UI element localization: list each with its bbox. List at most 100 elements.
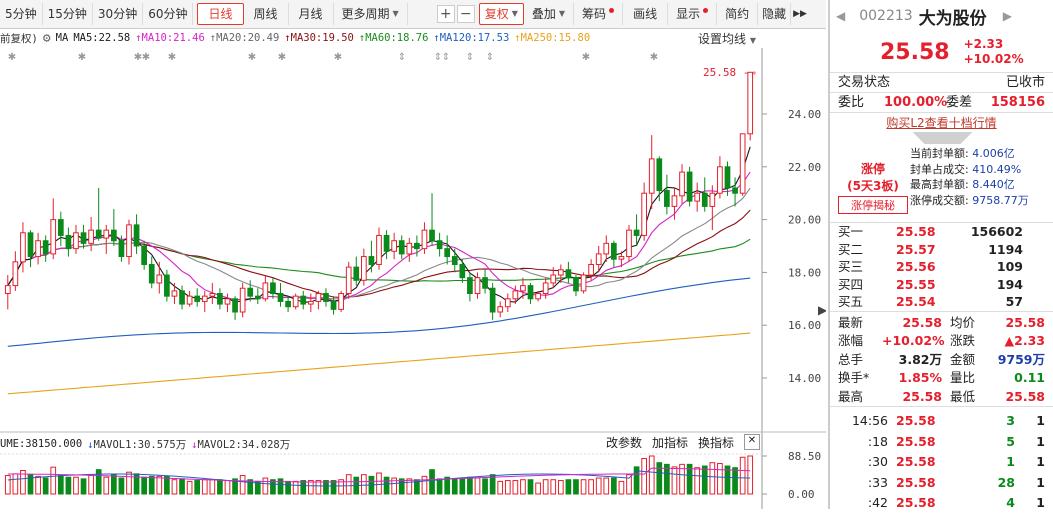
- next-stock-arrow-icon[interactable]: ▶: [1002, 9, 1012, 23]
- candle-body: [103, 229, 110, 239]
- last-price-label: 25.58 -⇾: [703, 66, 756, 79]
- volume-bar: [232, 478, 238, 495]
- bid-row[interactable]: 买二 25.57 1194: [830, 241, 1053, 259]
- volume-bar: [12, 473, 19, 495]
- zoom-in-button[interactable]: +: [436, 5, 455, 23]
- candle-body: [701, 192, 708, 207]
- jianyue-button[interactable]: 简约: [717, 3, 759, 25]
- volume-bar: [239, 475, 246, 495]
- volume-legend-bar: UME:38150.000 ↓MAVOL1:30.575万 ↓MAVOL2:34…: [0, 434, 770, 454]
- gear-icon[interactable]: ⚙: [42, 30, 51, 46]
- xianshi-dropdown[interactable]: 显示: [668, 3, 718, 25]
- expand-panel-arrow-icon[interactable]: ▶: [818, 303, 828, 317]
- volume-bar: [451, 478, 458, 495]
- stat-value-2: ▲2.33: [1004, 333, 1045, 348]
- chouma-button[interactable]: 筹码: [574, 3, 624, 25]
- bid-row[interactable]: 买一 25.58 156602: [830, 223, 1053, 241]
- period-more-dropdown[interactable]: 更多周期 ▼: [334, 3, 408, 25]
- candle-body: [179, 290, 185, 305]
- candle-body: [338, 293, 344, 310]
- candle-body: [436, 240, 443, 250]
- candle-body: [270, 282, 276, 295]
- candle-body: [429, 229, 435, 242]
- candle-body: [12, 261, 19, 287]
- volume-bar: [429, 469, 435, 495]
- event-marker: ✱: [248, 52, 256, 63]
- ma120-value: ↑MA120:17.53: [433, 32, 510, 44]
- limit-up-reveal-button[interactable]: 涨停揭秘: [838, 196, 908, 214]
- volume-bar: [141, 476, 147, 495]
- switch-indicator-button[interactable]: 换指标: [697, 436, 734, 450]
- event-marker: ⇕: [442, 52, 450, 63]
- period-monthly[interactable]: 月线: [289, 3, 334, 25]
- bid-volume: 156602: [970, 224, 1023, 239]
- period-15min[interactable]: 15分钟: [43, 3, 93, 25]
- quote-panel: ◀ 002213 大为股份 ▶ 25.58 +2.33 +10.02% 交易状态…: [828, 0, 1053, 510]
- close-icon[interactable]: ✕: [744, 434, 760, 450]
- bid-row[interactable]: 买四 25.55 194: [830, 276, 1053, 294]
- kline-svg[interactable]: ✱ ✱ ✱ ✱ ✱ ✱ ✱ ✱ ⇕ ⇕ ⇕ ⇕ ⇕ ✱ ✱24.0022.0020.0018.0016.00…: [0, 48, 828, 509]
- ma120-line: [7, 277, 751, 347]
- bid-row[interactable]: 买五 25.54 57: [830, 293, 1053, 311]
- y-tick-label: 14.00: [788, 372, 821, 385]
- stat-value-2: 9759万: [997, 351, 1045, 367]
- volume-bar: [391, 477, 398, 495]
- candle-body: [376, 234, 382, 265]
- candle-body: [626, 229, 632, 258]
- buy-l2-link[interactable]: 购买L2查看十档行情: [886, 116, 997, 130]
- kline-chart[interactable]: ✱ ✱ ✱ ✱ ✱ ✱ ✱ ✱ ⇕ ⇕ ⇕ ⇕ ⇕ ✱ ✱ 24.00 22.00 20.00 18.00 16.00…: [0, 48, 828, 509]
- candle-body: [497, 306, 504, 313]
- y-tick-label: 18.00: [788, 266, 821, 279]
- period-weekly[interactable]: 周线: [244, 3, 289, 25]
- bid-label: 买四: [838, 276, 864, 292]
- bid-label: 买三: [838, 259, 864, 274]
- volume-bar: [717, 463, 723, 495]
- diejia-dropdown[interactable]: 叠加 ▼: [524, 3, 575, 25]
- volume-bar: [489, 474, 496, 495]
- event-marker: ⇕: [434, 52, 442, 63]
- tick-count: 1: [1036, 413, 1045, 428]
- candle-body: [467, 277, 473, 295]
- collapse-tab-icon[interactable]: [912, 132, 973, 144]
- volume-bar: [459, 478, 466, 495]
- add-indicator-button[interactable]: 加指标: [651, 436, 688, 450]
- volume-bar: [406, 478, 413, 495]
- volume-bar: [648, 455, 655, 495]
- candle-body: [247, 287, 254, 297]
- period-5min[interactable]: 5分钟: [0, 3, 43, 25]
- prev-stock-arrow-icon[interactable]: ◀: [836, 9, 846, 23]
- volume-bar: [270, 479, 276, 495]
- more-arrow-icon[interactable]: ▶▶: [793, 9, 807, 19]
- candle-body: [383, 234, 390, 252]
- ma-settings-dropdown[interactable]: 设置均线 ▼: [698, 30, 756, 47]
- candle-body: [194, 295, 201, 302]
- volume-tools: 改参数 加指标 换指标 ✕: [606, 434, 760, 451]
- candle-body: [353, 266, 360, 281]
- period-more-label: 更多周期: [341, 7, 390, 21]
- period-60min[interactable]: 60分钟: [143, 3, 194, 25]
- zoom-out-button[interactable]: −: [456, 5, 475, 23]
- change-params-button[interactable]: 改参数: [605, 436, 642, 450]
- stat-value-1: 25.58: [902, 388, 942, 404]
- volume-bar: [504, 480, 511, 495]
- candle-body: [88, 229, 94, 244]
- period-30min[interactable]: 30分钟: [93, 3, 144, 25]
- event-marker: ✱: [278, 52, 286, 63]
- volume-bar: [338, 479, 344, 495]
- huaxian-button[interactable]: 画线: [623, 3, 669, 25]
- event-marker: ⇕: [486, 52, 494, 63]
- stat-value-1: 3.82万: [898, 351, 942, 367]
- candle-body: [489, 287, 496, 313]
- bid-row[interactable]: 买三 25.56 109: [830, 258, 1053, 276]
- volume-bar: [186, 480, 193, 495]
- candle-body: [307, 300, 314, 305]
- volume-bar: [209, 479, 216, 495]
- yincang-button[interactable]: 隐藏: [758, 3, 792, 25]
- volume-bar: [557, 480, 564, 495]
- candle-body: [171, 290, 178, 297]
- period-daily[interactable]: 日线: [197, 3, 244, 25]
- candle-body: [709, 192, 716, 207]
- volume-bar: [512, 480, 519, 495]
- candle-body: [414, 242, 420, 250]
- fuquan-dropdown[interactable]: 复权 ▼: [478, 3, 524, 25]
